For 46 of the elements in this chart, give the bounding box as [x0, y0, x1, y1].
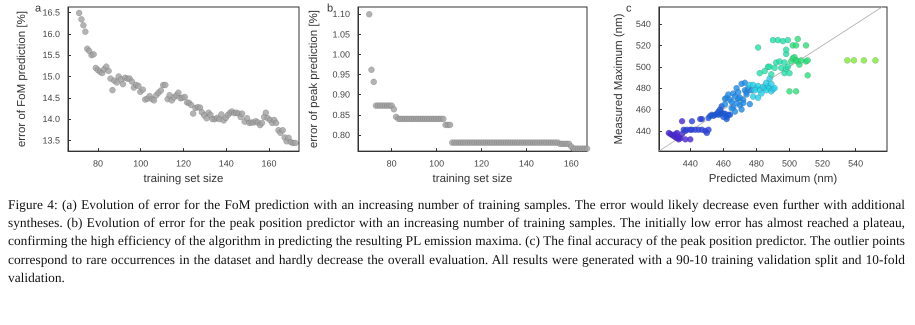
y-tick-label: 1.05: [332, 29, 350, 40]
y-tick-label: 0.85: [332, 110, 350, 120]
y-tick-label: 460: [636, 104, 651, 114]
y-tick-label: 16.0: [42, 28, 60, 39]
x-tick-label: 480: [748, 158, 764, 169]
y-tick-label: 15.5: [42, 50, 60, 60]
y-axis-title: error of peak prediction [%]: [308, 10, 320, 148]
y-tick-label: 1.00: [332, 49, 350, 60]
y-tick-label: 14.5: [42, 92, 60, 103]
y-tick-label: 500: [636, 62, 651, 72]
x-tick-label: 120: [474, 158, 489, 169]
x-tick-label: 140: [218, 158, 234, 169]
x-tick-label: 500: [782, 158, 797, 169]
chart-title: a: [35, 2, 42, 14]
x-tick-label: 80: [386, 158, 397, 169]
y-tick-label: 13.5: [42, 135, 60, 146]
y-tick-label: 1.10: [332, 9, 350, 20]
x-tick-label: 440: [682, 158, 698, 169]
x-tick-label: 160: [564, 158, 579, 169]
y-tick-label: 0.80: [332, 130, 350, 140]
chart-title: c: [626, 2, 632, 14]
x-tick-label: 80: [92, 158, 103, 169]
x-tick-label: 100: [429, 158, 444, 169]
x-axis-title: Predicted Maximum (nm): [708, 173, 838, 185]
y-tick-label: 540: [636, 19, 651, 30]
y-tick-label: 0.95: [332, 70, 350, 80]
x-tick-label: 540: [848, 158, 864, 169]
x-axis-title: training set size: [144, 173, 224, 185]
x-tick-label: 520: [815, 158, 830, 169]
y-tick-label: 15.0: [42, 71, 60, 82]
chart-title: b: [327, 2, 334, 14]
x-tick-label: 120: [176, 158, 192, 169]
caption: Figure 4: (a) Evolution of error for the FoM prediction with an increasing number of training samples. The error would likely decrease even further with additional syntheses. (b) Evolution of error for the peak position predictor with an increasing number of training samples. The initially low error has almost reached a plateau, confirming the high efficiency of the algorithm in predicting the resulting PL emission maxima. (c) The final accuracy of the peak position predictor. The outlier points correspond to rare occurrences in the dataset and hardly decrease the overall evaluation. All results were generated with a 90-10 training validation split and 10-fold validation.: [8, 196, 905, 287]
y-axis-title: error of FoM prediction [%]: [16, 10, 28, 148]
y-tick-label: 0.90: [332, 90, 350, 100]
x-tick-label: 460: [716, 158, 731, 169]
y-tick-label: 440: [636, 126, 651, 136]
y-tick-label: 14.0: [42, 114, 60, 124]
y-axis-title: Measured Maximum (nm): [613, 13, 625, 145]
x-tick-label: 160: [262, 158, 277, 169]
x-tick-label: 140: [518, 158, 534, 169]
x-tick-label: 100: [133, 158, 148, 169]
x-axis-title: training set size: [432, 173, 512, 185]
y-tick-label: 480: [636, 83, 651, 94]
y-tick-label: 16.5: [42, 8, 60, 18]
y-tick-label: 520: [636, 40, 651, 50]
